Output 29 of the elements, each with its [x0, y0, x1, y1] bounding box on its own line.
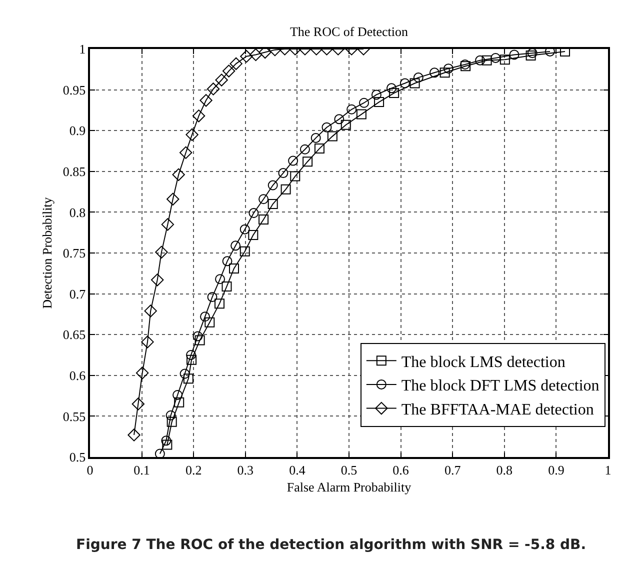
y-tick-label: 0.95: [62, 82, 86, 98]
x-tick-label: 0.5: [340, 462, 358, 478]
x-tick-label: 1: [604, 462, 612, 478]
legend-label: The block DFT LMS detection: [401, 378, 600, 395]
x-tick-label: 0.3: [237, 462, 254, 478]
x-tick-label: 0.7: [444, 462, 462, 478]
y-axis-title: Detection Probability: [39, 196, 54, 309]
y-tick-label: 0.6: [69, 368, 86, 383]
y-tick-label: 0.55: [62, 408, 86, 424]
y-tick-label: 1: [79, 42, 86, 57]
chart-title: The ROC of Detection: [290, 24, 409, 39]
legend-label: The BFFTAA-MAE detection: [401, 402, 594, 418]
y-tick-label: 0.8: [69, 204, 86, 220]
x-tick-label: 0.1: [134, 462, 150, 478]
y-tick-label: 0.85: [62, 164, 86, 179]
x-tick-label: 0.8: [496, 462, 513, 478]
y-tick-label: 0.75: [62, 246, 86, 261]
x-tick-label: 0.4: [289, 462, 306, 478]
x-tick-label: 0.9: [548, 462, 564, 478]
y-tick-label: 0.65: [62, 327, 86, 342]
x-tick-label: 0.6: [392, 462, 410, 478]
legend-label: The block LMS detection: [401, 354, 566, 371]
x-tick-label: 0.2: [185, 462, 202, 478]
y-tick-label: 0.5: [69, 450, 86, 465]
y-tick-label: 0.7: [69, 286, 86, 302]
x-axis-title: False Alarm Probability: [286, 479, 412, 494]
y-tick-label: 0.9: [69, 123, 86, 138]
x-tick-label: 0: [86, 462, 94, 478]
caption: Figure 7 The ROC of the detection algorithm with SNR = -5.8 dB.: [76, 537, 586, 553]
